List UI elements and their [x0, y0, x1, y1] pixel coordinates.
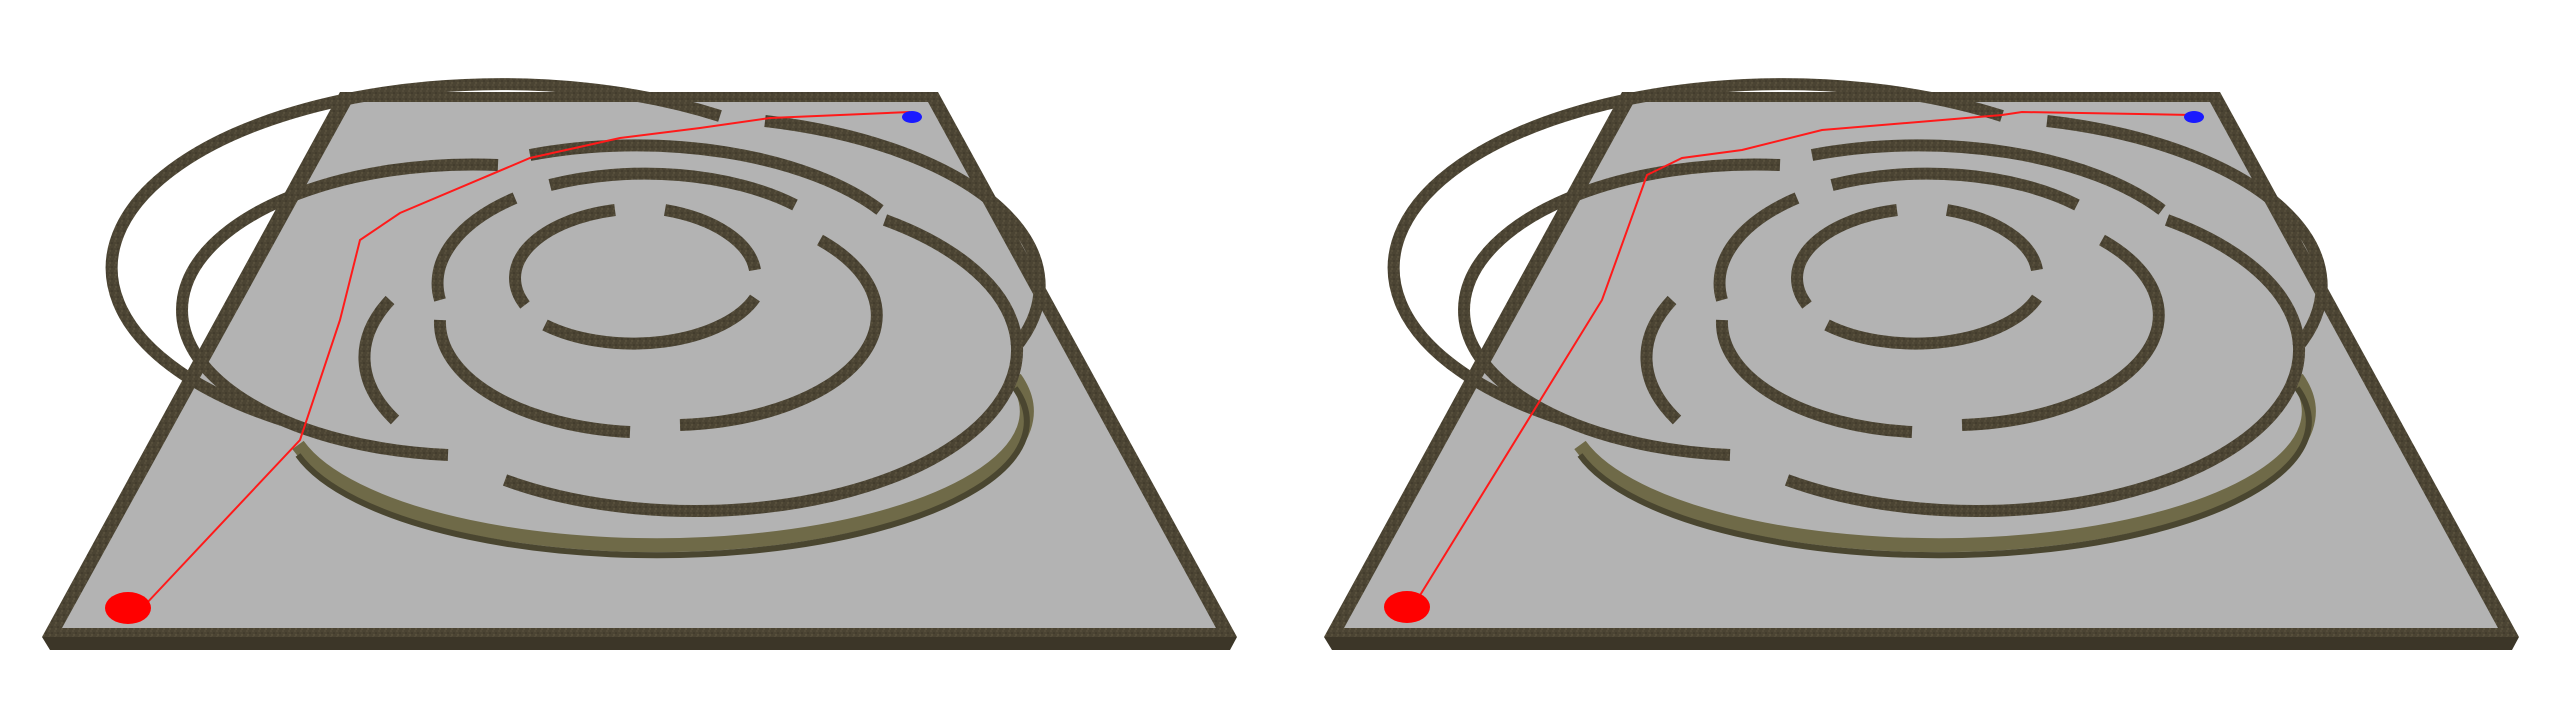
- solution-path: [1413, 110, 2193, 606]
- ring2-wall-a: [1457, 158, 1781, 461]
- ring2-wall-c: [1784, 214, 2305, 517]
- start-marker: [1384, 591, 1430, 623]
- ring1-wall-b: [764, 115, 1046, 352]
- ring4-wall-a: [1791, 204, 1898, 309]
- goal-marker: [2184, 111, 2204, 123]
- ring4-wall-b: [663, 204, 761, 272]
- ring1-wall-a: [105, 78, 722, 426]
- left-maze-panel: [42, 78, 1237, 650]
- ring4-wall-b: [1945, 204, 2043, 272]
- ring3-wall-c: [679, 234, 883, 431]
- ring2-wall-b: [528, 139, 884, 215]
- goal-marker: [902, 111, 922, 123]
- ring3-wall-a: [1713, 192, 1800, 302]
- ring3-wall-b: [548, 167, 798, 211]
- ring4-wall-a: [509, 204, 616, 309]
- ring3-wall-a: [431, 192, 518, 302]
- outer-bottom-wall: [292, 373, 1034, 553]
- outer-bottom-wall-side: [1577, 386, 2312, 559]
- outer-bottom-wall-side: [295, 386, 1030, 559]
- right-maze-panel: [1324, 78, 2519, 650]
- ring2-wall-c: [502, 214, 1023, 517]
- ring3-wall-c: [1961, 234, 2165, 431]
- ring4-wall-c: [1824, 294, 2042, 350]
- ring1-wall-a: [1387, 78, 2004, 426]
- ring2-wall-d: [1640, 295, 1682, 425]
- start-marker: [105, 592, 151, 624]
- board-border-front: [1324, 637, 2519, 650]
- ring4-wall-c: [542, 294, 760, 350]
- ring3-wall-d: [433, 319, 631, 438]
- outer-bottom-wall: [1574, 373, 2316, 553]
- ring2-wall-b: [1810, 139, 2166, 215]
- ring2-wall-d: [358, 295, 400, 425]
- ring3-wall-b: [1830, 167, 2080, 211]
- board-border-front: [42, 637, 1237, 650]
- ring2-wall-a: [175, 158, 499, 461]
- solution-path: [144, 111, 911, 606]
- ring1-wall-b: [2046, 115, 2328, 352]
- ring3-wall-d: [1715, 319, 1913, 438]
